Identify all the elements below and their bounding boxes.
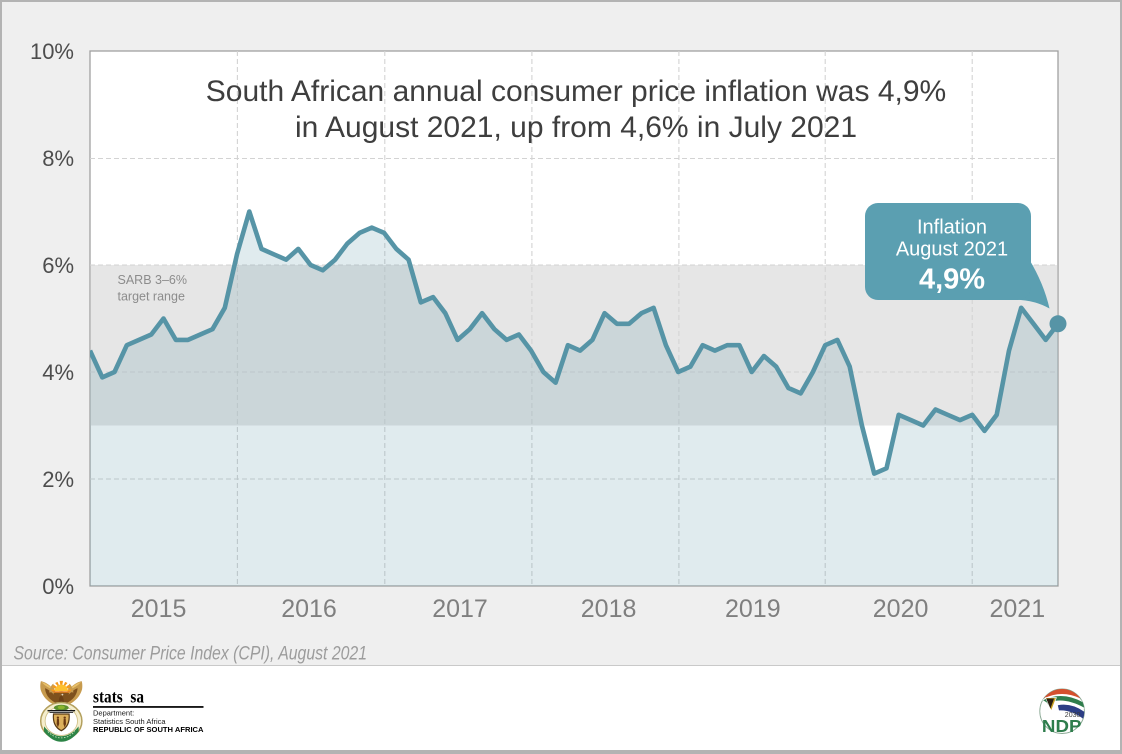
svg-text:2021: 2021 xyxy=(989,595,1045,623)
svg-text:Statistics South Africa: Statistics South Africa xyxy=(93,717,166,726)
svg-text:8%: 8% xyxy=(42,146,74,171)
svg-text:in August 2021, up from 4,6% i: in August 2021, up from 4,6% in July 202… xyxy=(295,111,857,144)
svg-text:South African annual consumer: South African annual consumer price infl… xyxy=(206,75,946,108)
svg-text:Department:: Department: xyxy=(93,708,134,717)
svg-text:August 2021: August 2021 xyxy=(896,239,1008,261)
svg-text:REPUBLIC OF SOUTH AFRICA: REPUBLIC OF SOUTH AFRICA xyxy=(93,725,204,734)
svg-text:2019: 2019 xyxy=(725,595,781,623)
svg-text:0%: 0% xyxy=(42,574,74,599)
svg-text:target range: target range xyxy=(118,290,185,304)
svg-text:SARB 3–6%: SARB 3–6% xyxy=(118,273,187,287)
svg-text:Source: Consumer Price Index (: Source: Consumer Price Index (CPI), Augu… xyxy=(14,644,368,665)
svg-text:stats sa: stats sa xyxy=(93,687,144,707)
svg-text:2020: 2020 xyxy=(873,595,929,623)
svg-text:2017: 2017 xyxy=(432,595,488,623)
svg-text:2016: 2016 xyxy=(281,595,337,623)
svg-text:2018: 2018 xyxy=(581,595,637,623)
svg-text:4,9%: 4,9% xyxy=(919,264,985,296)
svg-text:2015: 2015 xyxy=(131,595,187,623)
svg-text:2030: 2030 xyxy=(1065,712,1081,719)
svg-text:4%: 4% xyxy=(42,360,74,385)
svg-text:10%: 10% xyxy=(30,39,74,64)
svg-text:Inflation: Inflation xyxy=(917,216,987,238)
svg-text:NDP: NDP xyxy=(1042,716,1082,736)
svg-text:2%: 2% xyxy=(42,467,74,492)
svg-text:6%: 6% xyxy=(42,253,74,278)
